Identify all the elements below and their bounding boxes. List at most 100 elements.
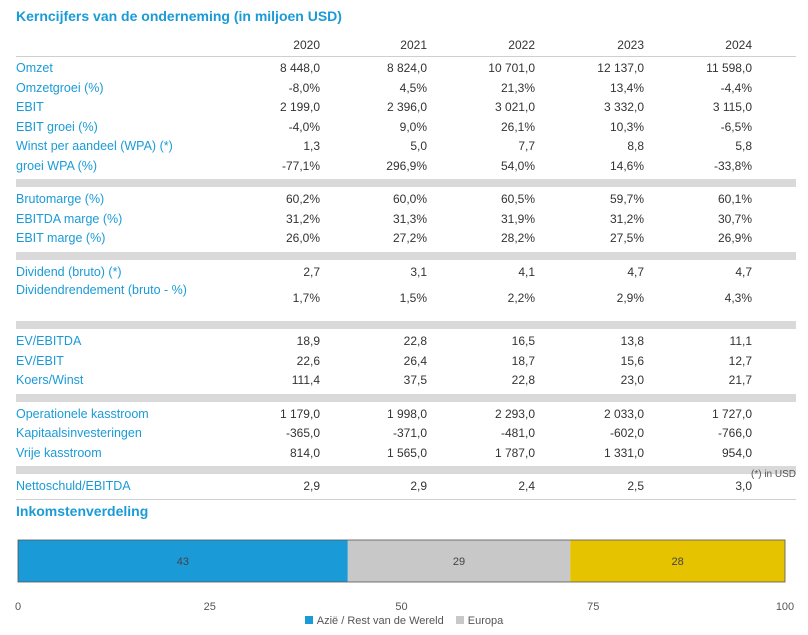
- table-cell: 31,2%: [285, 211, 320, 226]
- table-cell: 60,1%: [717, 192, 752, 206]
- row-label: Nettoschuld/EBITDA: [16, 479, 131, 493]
- row-label: Omzetgroei (%): [16, 80, 104, 95]
- bar-segment: [347, 540, 571, 582]
- year-header: 2020: [293, 38, 320, 52]
- table-cell: 27,5%: [609, 231, 644, 245]
- table-cell: 3 332,0: [603, 100, 644, 114]
- table-cell: 2 033,0: [603, 406, 644, 421]
- table-cell: 60,5%: [500, 192, 535, 206]
- year-header: 2022: [508, 38, 535, 52]
- table-cell: 10 701,0: [488, 61, 535, 75]
- row-label: EBIT groei (%): [16, 119, 98, 134]
- table-cell: 9,0%: [399, 119, 427, 134]
- row-label: Winst per aandeel (WPA) (*): [16, 139, 173, 153]
- table-cell: -4,4%: [720, 80, 752, 95]
- table-cell: 2 396,0: [386, 100, 427, 114]
- table-cell: 14,6%: [609, 158, 644, 173]
- legend-swatch: [304, 616, 313, 624]
- year-header: 2021: [400, 38, 427, 52]
- row-label: EBIT: [16, 100, 44, 114]
- group-separator: [16, 466, 796, 474]
- table-cell: 31,9%: [500, 211, 535, 226]
- footnote: (*) in USD: [750, 469, 796, 480]
- row-label: EV/EBITDA: [16, 334, 82, 348]
- table-cell: 18,9: [296, 334, 320, 348]
- table-cell: 1 787,0: [494, 445, 535, 460]
- group-separator: [16, 179, 796, 187]
- table-cell: 13,4%: [609, 80, 644, 95]
- bar-segment: [18, 540, 348, 582]
- table-cell: 1 727,0: [711, 406, 752, 421]
- table-bottom-border: [16, 498, 796, 500]
- table-cell: 8 824,0: [386, 61, 427, 75]
- table-cell: 15,6: [620, 353, 644, 368]
- legend-label: Europa: [467, 615, 504, 627]
- legend-item: Azië / Rest van de Wereld: [304, 615, 444, 627]
- table-row: Operationele kasstroom 1 179,0 1 998,0 2 29…: [16, 405, 796, 425]
- table-cell: 2,4: [518, 479, 535, 493]
- table-cell: 4,7: [735, 264, 752, 279]
- row-label: Omzet: [16, 61, 53, 75]
- table-cell: 21,3%: [500, 80, 535, 95]
- table-cell: 11,1: [729, 334, 752, 348]
- bar-segment: [570, 540, 785, 582]
- x-tick-label: 0: [15, 601, 21, 613]
- table-cell: 12 137,0: [597, 61, 644, 75]
- table-cell: -481,0: [500, 426, 535, 440]
- table-cell: -33,8%: [713, 158, 752, 173]
- table-cell: 26,4: [403, 353, 427, 368]
- legend-label: Azië / Rest van de Wereld: [316, 615, 444, 627]
- table-cell: -371,0: [392, 426, 427, 440]
- table-row: Nettoschuld/EBITDA 2,9 2,9 2,4 2,5 3,0: [16, 477, 796, 497]
- table-cell: 1 331,0: [603, 445, 644, 460]
- year-header: 2023: [617, 38, 644, 52]
- bar-data-label: 28: [671, 556, 683, 568]
- x-tick-label: 25: [204, 601, 216, 613]
- table-row: Kapitaalsinvesteringen -365,0 -371,0 -481,0…: [16, 424, 796, 444]
- table-cell: -766,0: [717, 426, 752, 440]
- table-cell: 7,7: [518, 139, 535, 153]
- table-cell: 11 598,0: [706, 61, 752, 75]
- row-label: Koers/Winst: [16, 373, 84, 387]
- table-cell: 31,2%: [609, 211, 644, 226]
- group-separator: [16, 393, 796, 402]
- table-cell: 10,3%: [609, 119, 644, 134]
- legend-swatch: [455, 616, 464, 624]
- bar-data-label: 29: [453, 556, 465, 568]
- table-cell: 2,5: [627, 479, 644, 493]
- table-row: Omzet 8 448,0 8 824,0 10 701,0 12 137,0 11 59…: [16, 59, 796, 79]
- table-cell: 4,1: [518, 264, 535, 279]
- x-tick-label: 50: [395, 601, 407, 613]
- table-row: EBIT marge (%) 26,0% 27,2% 28,2% 27,5% 26,9%: [16, 229, 796, 249]
- table-cell: -4,0%: [288, 119, 320, 134]
- table-cell: 2,9: [303, 479, 320, 493]
- table-cell: 23,0: [620, 373, 644, 387]
- table-cell: 2 293,0: [494, 406, 535, 421]
- table-cell: 26,1%: [500, 119, 535, 134]
- year-header: 2024: [725, 38, 752, 52]
- table-header-row: 2020 2021 2022 2023 2024: [16, 32, 796, 57]
- table-cell: 60,0%: [392, 192, 427, 206]
- table-cell: 1,7%: [292, 291, 320, 305]
- table-cell: 59,7%: [609, 192, 644, 206]
- table-cell: 814,0: [289, 445, 320, 460]
- table-cell: 27,2%: [392, 231, 427, 245]
- table-cell: -602,0: [609, 426, 644, 440]
- table-cell: 954,0: [721, 445, 752, 460]
- table-cell: 22,6: [296, 353, 320, 368]
- row-label: Brutomarge (%): [16, 192, 105, 206]
- row-label: Dividendrendement (bruto - %): [16, 283, 187, 297]
- table-row: EV/EBITDA 18,9 22,8 16,5 13,8 11,1: [16, 332, 796, 352]
- table-cell: 2,7: [303, 264, 320, 279]
- table-row: Koers/Winst 111,4 37,5 22,8 23,0 21,7: [16, 371, 796, 391]
- table-cell: -365,0: [285, 426, 320, 440]
- table-row: groei WPA (%) -77,1% 296,9% 54,0% 14,6% -33,8…: [16, 157, 796, 177]
- table-row: Vrije kasstroom 814,0 1 565,0 1 787,0 1 331,…: [16, 444, 796, 464]
- group-separator: [16, 321, 796, 329]
- table-row: EBITDA marge (%) 31,2% 31,3% 31,9% 31,2% 30,7…: [16, 210, 796, 230]
- revenue-distribution-chart: 43 29 28 0 25 50 75 100: [15, 539, 794, 613]
- table-cell: 111,4: [291, 373, 320, 387]
- x-tick-label: 75: [587, 601, 599, 613]
- table-cell: 3 021,0: [494, 100, 535, 114]
- table-cell: 296,9%: [386, 158, 427, 173]
